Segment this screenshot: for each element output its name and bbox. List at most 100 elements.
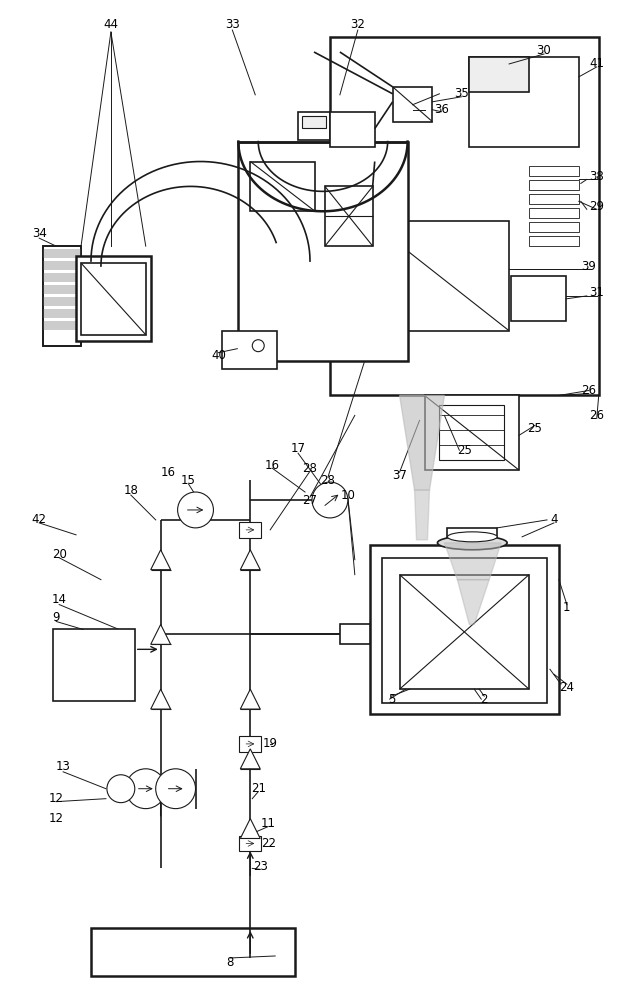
Bar	[43, 261, 81, 270]
Text: 29: 29	[589, 200, 604, 213]
Text: 44: 44	[103, 18, 118, 31]
Text: 31: 31	[589, 286, 604, 299]
Text: 32: 32	[351, 18, 365, 31]
Bar	[43, 321, 81, 330]
Text: 39: 39	[582, 260, 596, 273]
Polygon shape	[404, 162, 444, 221]
Bar	[448, 528, 497, 546]
Bar	[470, 57, 579, 147]
Text: 11: 11	[260, 817, 275, 830]
Circle shape	[156, 769, 195, 809]
Circle shape	[126, 769, 166, 809]
Text: 5: 5	[388, 693, 396, 706]
Text: 28: 28	[302, 462, 317, 475]
Bar	[529, 208, 579, 218]
Text: 14: 14	[51, 593, 66, 606]
Text: 38: 38	[589, 170, 604, 183]
Bar	[345, 281, 385, 336]
Text: 8: 8	[227, 956, 234, 969]
Text: 23: 23	[253, 860, 268, 873]
Text: 20: 20	[52, 548, 66, 561]
Bar	[298, 112, 330, 140]
Bar	[529, 166, 579, 176]
Bar	[222, 331, 277, 369]
Bar	[382, 558, 547, 703]
Text: 16: 16	[265, 459, 280, 472]
Text: 9: 9	[53, 611, 60, 624]
Text: 36: 36	[434, 103, 449, 116]
Polygon shape	[151, 624, 171, 644]
Bar	[529, 194, 579, 204]
Bar	[393, 87, 433, 122]
Polygon shape	[240, 749, 260, 769]
Text: 15: 15	[181, 474, 196, 487]
Text: 21: 21	[251, 782, 266, 795]
Text: 17: 17	[290, 442, 305, 455]
Bar	[370, 545, 559, 714]
Circle shape	[107, 775, 135, 803]
Polygon shape	[151, 550, 171, 570]
Text: 12: 12	[49, 812, 64, 825]
Text: 35: 35	[454, 87, 469, 100]
Bar	[43, 297, 81, 306]
Bar	[91, 928, 295, 976]
Text: 27: 27	[302, 493, 317, 506]
Bar	[330, 112, 375, 147]
Bar	[239, 522, 261, 538]
Circle shape	[252, 340, 264, 352]
Polygon shape	[458, 580, 489, 624]
Bar	[43, 246, 81, 346]
Bar	[81, 263, 146, 335]
Bar	[325, 186, 372, 246]
Bar	[511, 276, 566, 321]
Bar	[529, 222, 579, 232]
Polygon shape	[414, 490, 429, 540]
Bar	[239, 836, 261, 851]
Text: 22: 22	[260, 837, 275, 850]
Text: 37: 37	[392, 469, 407, 482]
Text: 16: 16	[161, 466, 176, 479]
Text: 1: 1	[563, 601, 571, 614]
Polygon shape	[240, 689, 260, 709]
Bar	[250, 162, 315, 211]
Text: 4: 4	[550, 513, 558, 526]
Text: 24: 24	[560, 681, 575, 694]
Text: 30: 30	[536, 44, 552, 57]
Polygon shape	[240, 550, 260, 570]
Bar	[53, 629, 135, 701]
Text: 41: 41	[589, 57, 604, 70]
Text: 18: 18	[123, 484, 138, 497]
Text: 34: 34	[32, 227, 47, 240]
Text: 12: 12	[49, 792, 64, 805]
Text: 26: 26	[589, 409, 604, 422]
Polygon shape	[389, 226, 489, 291]
Text: 2: 2	[481, 693, 488, 706]
Bar	[239, 142, 408, 361]
Bar	[529, 180, 579, 190]
Text: 42: 42	[32, 513, 47, 526]
Text: 13: 13	[56, 760, 71, 773]
Bar	[340, 624, 370, 644]
Ellipse shape	[438, 536, 507, 550]
Bar	[43, 246, 81, 346]
Bar	[399, 575, 529, 689]
Bar	[43, 249, 81, 258]
Text: 10: 10	[341, 489, 356, 502]
Polygon shape	[399, 395, 444, 490]
Text: 33: 33	[225, 18, 240, 31]
Bar	[43, 273, 81, 282]
Bar	[330, 37, 598, 395]
Bar	[470, 57, 529, 92]
Polygon shape	[151, 689, 171, 709]
Bar	[424, 395, 519, 470]
Text: 19: 19	[263, 737, 278, 750]
Bar	[370, 221, 509, 331]
Bar	[43, 285, 81, 294]
Circle shape	[178, 492, 213, 528]
Circle shape	[312, 482, 348, 518]
Bar	[302, 116, 326, 128]
Text: 40: 40	[211, 349, 226, 362]
Ellipse shape	[448, 532, 497, 542]
Bar	[439, 405, 504, 460]
Bar	[76, 256, 151, 341]
